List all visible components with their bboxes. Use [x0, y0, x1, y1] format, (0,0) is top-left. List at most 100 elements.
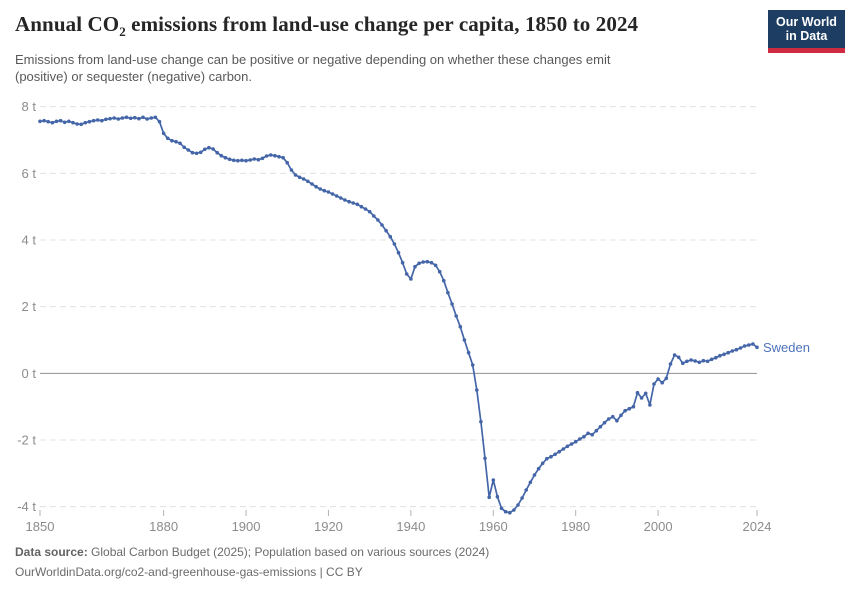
x-axis-tick-label: 2024	[743, 519, 772, 534]
data-point	[318, 187, 323, 191]
data-point	[594, 428, 599, 433]
data-point	[244, 158, 248, 163]
data-point	[145, 117, 149, 121]
data-point	[384, 228, 388, 233]
footer-license: | CC BY	[316, 565, 363, 579]
data-point	[54, 119, 59, 124]
data-point	[79, 122, 83, 127]
data-point	[124, 115, 129, 120]
data-point	[606, 417, 611, 421]
data-point	[260, 156, 265, 161]
data-point	[660, 380, 664, 385]
data-point	[157, 119, 162, 124]
data-point	[359, 204, 364, 209]
data-point	[289, 168, 294, 172]
data-point	[128, 116, 133, 121]
data-point	[734, 347, 739, 352]
footer-note-line: OurWorldinData.org/co2-and-greenhouse-ga…	[15, 562, 835, 582]
data-point	[104, 117, 108, 122]
data-point	[91, 118, 96, 123]
data-point	[528, 480, 533, 485]
data-point	[203, 147, 207, 152]
data-point	[186, 148, 191, 152]
chart-title-rest: emissions from land-use change per capit…	[125, 12, 639, 36]
data-point	[590, 432, 594, 437]
data-point	[664, 376, 669, 381]
data-point	[396, 250, 401, 255]
data-point	[491, 478, 496, 482]
data-point	[561, 447, 566, 451]
data-point	[742, 344, 747, 348]
chart-subtitle: Emissions from land-use change can be po…	[15, 52, 611, 84]
data-point	[483, 456, 487, 461]
data-point	[718, 353, 722, 358]
x-axis-tick-label: 2000	[644, 519, 673, 534]
data-point	[503, 509, 508, 514]
data-point	[322, 188, 327, 193]
data-point	[462, 338, 467, 342]
footer-link[interactable]: OurWorldinData.org/co2-and-greenhouse-ga…	[15, 565, 317, 579]
x-axis-tick-label: 1900	[232, 519, 261, 534]
data-point	[656, 377, 660, 381]
data-point	[627, 406, 632, 411]
data-point	[256, 157, 261, 162]
data-point	[120, 116, 125, 120]
data-point	[264, 154, 269, 158]
data-point	[437, 269, 442, 274]
data-point	[227, 157, 232, 162]
data-point	[751, 342, 755, 346]
data-point	[58, 118, 63, 123]
data-point	[714, 355, 718, 360]
data-point	[330, 192, 335, 196]
owid-logo[interactable]: Our World in Data	[768, 10, 845, 53]
data-point	[738, 346, 743, 350]
data-point	[207, 145, 211, 150]
data-point	[67, 119, 71, 124]
data-point	[458, 324, 463, 329]
data-point	[652, 382, 656, 386]
data-point	[429, 260, 434, 265]
chart-footer: Data source: Global Carbon Budget (2025)…	[15, 542, 835, 582]
y-axis-tick-label: -4 t	[17, 499, 36, 514]
data-point	[709, 357, 714, 362]
chart-title-subscript: 2	[119, 24, 126, 40]
data-point	[602, 420, 607, 425]
data-point	[545, 456, 549, 461]
data-point	[681, 361, 685, 366]
data-point	[508, 510, 512, 515]
data-point	[347, 199, 351, 204]
data-point	[615, 418, 619, 423]
data-point	[454, 314, 459, 318]
data-point	[306, 179, 310, 184]
data-point	[668, 362, 673, 366]
data-point	[643, 391, 648, 396]
data-point	[417, 261, 421, 266]
data-point	[726, 350, 730, 355]
data-point	[582, 434, 586, 439]
data-point	[446, 290, 450, 295]
data-point	[433, 263, 438, 268]
data-point	[404, 272, 409, 276]
data-point	[442, 278, 446, 283]
data-point	[240, 158, 244, 163]
data-point	[413, 264, 417, 269]
data-point	[372, 214, 376, 218]
x-axis-tick-label: 1850	[26, 519, 55, 534]
x-axis-tick-label: 1920	[314, 519, 343, 534]
data-point	[685, 359, 689, 364]
data-point	[495, 494, 500, 499]
data-point	[499, 506, 504, 511]
y-axis-tick-label: -2 t	[17, 433, 36, 448]
data-point	[425, 259, 430, 264]
data-point	[108, 116, 112, 121]
series-line	[39, 116, 758, 514]
data-point	[153, 115, 158, 120]
data-point	[470, 363, 475, 367]
data-point	[112, 116, 116, 120]
data-point	[273, 153, 277, 158]
x-axis-tick-label: 1880	[149, 519, 178, 534]
data-point	[689, 358, 693, 362]
data-point	[380, 223, 384, 227]
data-point	[38, 119, 42, 124]
